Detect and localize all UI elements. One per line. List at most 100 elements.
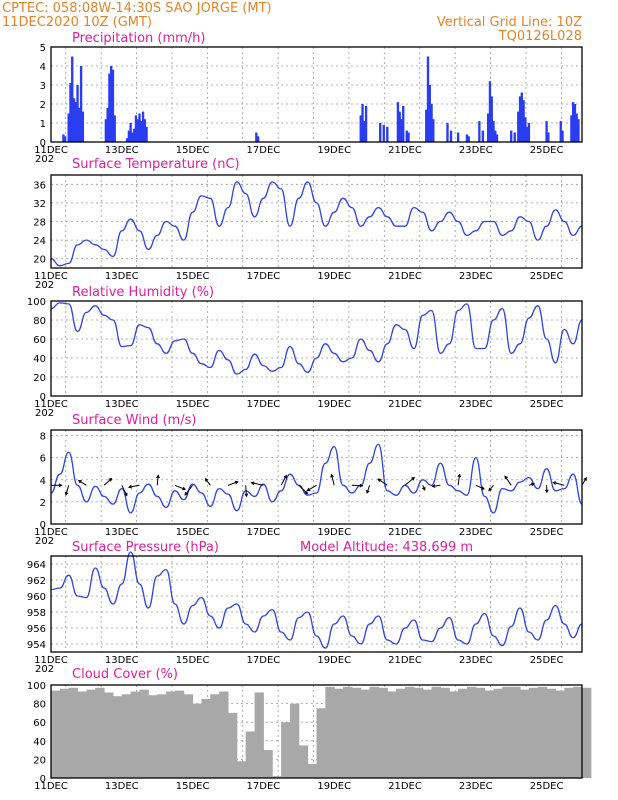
precip-bar [140,121,143,142]
wind-vector-arrow [184,484,193,496]
precip-bar [465,134,469,142]
temp-series-line [50,181,583,267]
precip-x-tick-label: 11DEC [34,145,68,156]
cloud-y-tick-label: 60 [33,718,46,729]
precip-bar [72,98,76,142]
wind-vector-arrow [431,484,441,488]
precip-bar [363,121,366,142]
temp-x-tick-label: 25DEC [530,271,564,282]
temp-x-tick-label: 13DEC [105,271,139,282]
wind-x-tick-label: 17DEC [247,527,281,538]
precip-bar [400,119,403,142]
pressure-x-tick-label: 21DEC [388,655,422,666]
precip-bar [141,111,145,142]
wind-vector-arrow [377,478,388,486]
pressure-series-line [50,551,583,649]
precip-bar [69,83,72,142]
cloud-cover-bar [334,688,344,778]
cloud-cover-bar [157,694,167,778]
cloud-cover-bar [458,688,468,778]
wind-vector-arrow [103,477,113,486]
cloud-cover-bar [210,694,220,778]
cloud-cover-bar [77,691,87,778]
cloud-cover-bar [112,696,123,778]
cloud-cover-bar [387,691,397,778]
precip-bar [255,132,258,142]
cloud-x-tick-label: 11DEC [34,781,68,792]
cloud-cover-bar [236,761,247,778]
cloud-frame [50,684,583,779]
precip-bar [78,107,81,142]
precip-y-tick-label: 0 [40,138,46,149]
temp-x-tick-label: 21DEC [388,271,422,282]
precip-bar [386,126,389,142]
precip-bar [428,85,431,142]
temp-x-tick-label: 23DEC [459,271,493,282]
pressure-x-tick-label: 19DEC [317,655,351,666]
precip-bar [125,138,129,142]
wind-vector-arrow [330,473,335,486]
precip-bar [495,134,499,142]
cloud-cover-bar [484,690,494,778]
cloud-cover-bar [511,686,521,778]
cloud-cover-bar [201,698,211,778]
wind-vector-arrow [457,473,462,486]
pressure-x-tick-label: 23DEC [459,655,493,666]
temp-y-tick-label: 28 [33,218,46,229]
precip-bar [430,104,433,142]
cloud-y-tick-label: 100 [27,681,46,692]
wind-vector-arrow [244,485,249,498]
precip-bar [425,109,428,142]
wind-vector-arrow [306,484,317,492]
wind-x-tick-label: 13DEC [105,527,139,538]
precip-bar [547,132,550,142]
wind-vector-arrow [581,476,587,486]
cloud-cover-bar [272,776,282,778]
cloud-cover-bar [555,690,565,778]
precip-bar [359,115,362,142]
precip-bar [492,121,495,142]
cloud-cover-bar [130,691,140,778]
precip-bar [131,132,134,142]
cloud-cover-bar [343,686,353,778]
cloud-cover-bar [520,689,530,778]
wind-x-tick-label: 15DEC [176,527,210,538]
cloud-cover-bar [192,703,202,778]
wind-frame [50,429,583,525]
rh-y-tick-label: 60 [33,335,46,346]
wind-y-tick-label: 6 [40,454,46,465]
pressure-y-tick-label: 964 [27,560,46,571]
precip-x-tick-label: 23DEC [459,145,493,156]
precip-bar [382,124,385,142]
cloud-cover-bar [139,689,149,778]
precip-bar [127,130,131,142]
cloud-cover-bar [183,694,194,778]
rh-x-tick-label: 15DEC [176,399,210,410]
precip-bar [402,105,405,142]
precip-bar [494,130,497,142]
precip-x-tick-label: 13DEC [105,145,139,156]
wind-x-tick-label: 23DEC [459,527,493,538]
cloud-cover-bar [475,687,486,778]
cloud-cover-bar [281,722,291,778]
precip-bar [136,119,139,142]
cloud-cover-bar [582,687,592,778]
precip-bar [467,136,470,142]
precip-bar [74,102,77,142]
precip-y-tick-label: 4 [40,62,46,73]
precip-bar [520,92,523,142]
precip-bar [111,69,115,142]
wind-vector-arrow [250,481,264,486]
cloud-x-tick-label: 25DEC [530,781,564,792]
wind-vector-arrow [351,483,364,488]
wind-x-tick-label: 25DEC [530,527,564,538]
cloud-cover-bar [219,691,229,778]
cloud-cover-bar [121,694,132,778]
cloud-cover-bar [537,686,548,778]
rh-x-tick-label: 25DEC [530,399,564,410]
precip-bar [134,115,138,142]
precip-bar [559,121,562,142]
cloud-cover-bar [360,689,371,778]
